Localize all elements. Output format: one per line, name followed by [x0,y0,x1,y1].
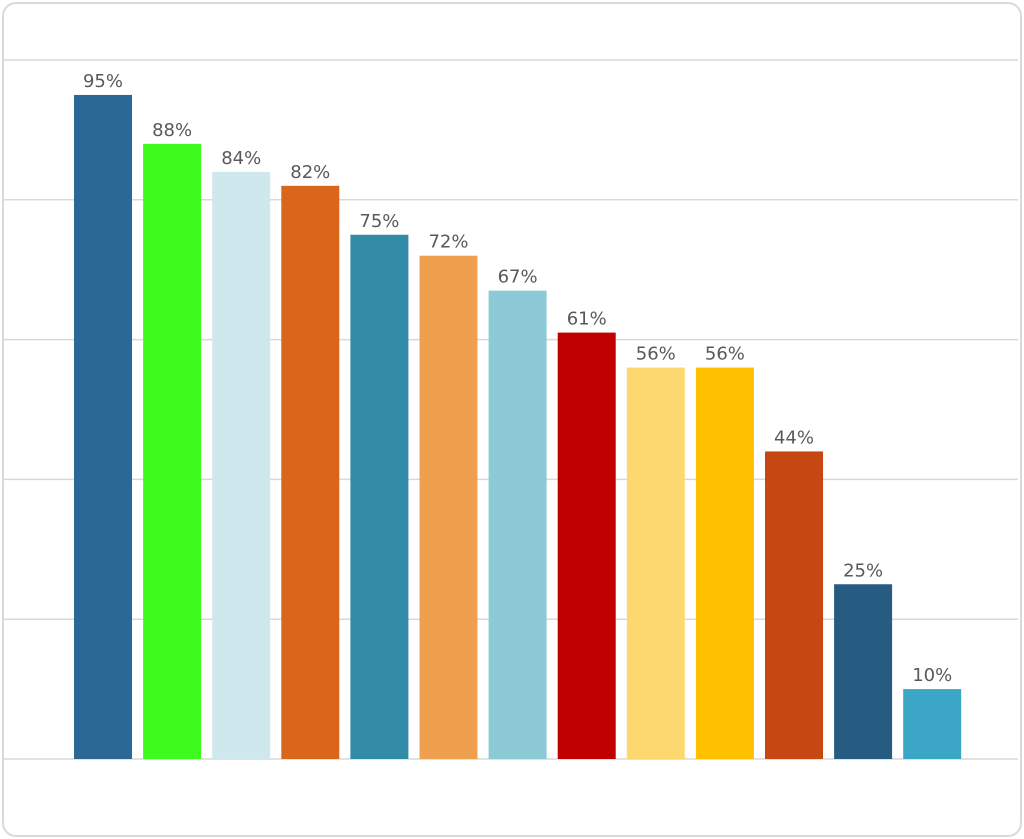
bar [626,367,685,759]
bar [281,185,340,759]
bar-value-label: 67% [498,267,538,288]
bar [488,290,547,759]
bar [695,367,754,759]
bar [419,255,478,759]
bar [350,234,409,759]
bar-value-label: 44% [774,427,814,448]
bar-value-label: 56% [636,344,676,365]
data-labels: 95% 88% 84% 82% 75% 72% 67% 61% 56% 56% 44% 25% 10% [83,71,952,686]
bar [903,689,962,759]
bar-value-label: 75% [359,211,399,232]
bar-value-label: 10% [912,665,952,686]
bar-value-label: 82% [290,162,330,183]
bar [557,332,616,759]
bar [74,94,132,759]
bar [765,451,823,759]
bar [212,171,271,760]
bar-value-label: 95% [83,71,123,92]
bar-value-label: 84% [221,148,261,169]
bar-value-label: 61% [567,309,607,330]
bar-value-label: 88% [152,120,192,141]
bars [74,94,962,760]
bar-value-label: 56% [705,344,745,365]
bar [834,584,893,759]
bar-value-label: 25% [843,560,883,581]
bar-value-label: 72% [428,232,468,253]
bar [143,143,202,759]
